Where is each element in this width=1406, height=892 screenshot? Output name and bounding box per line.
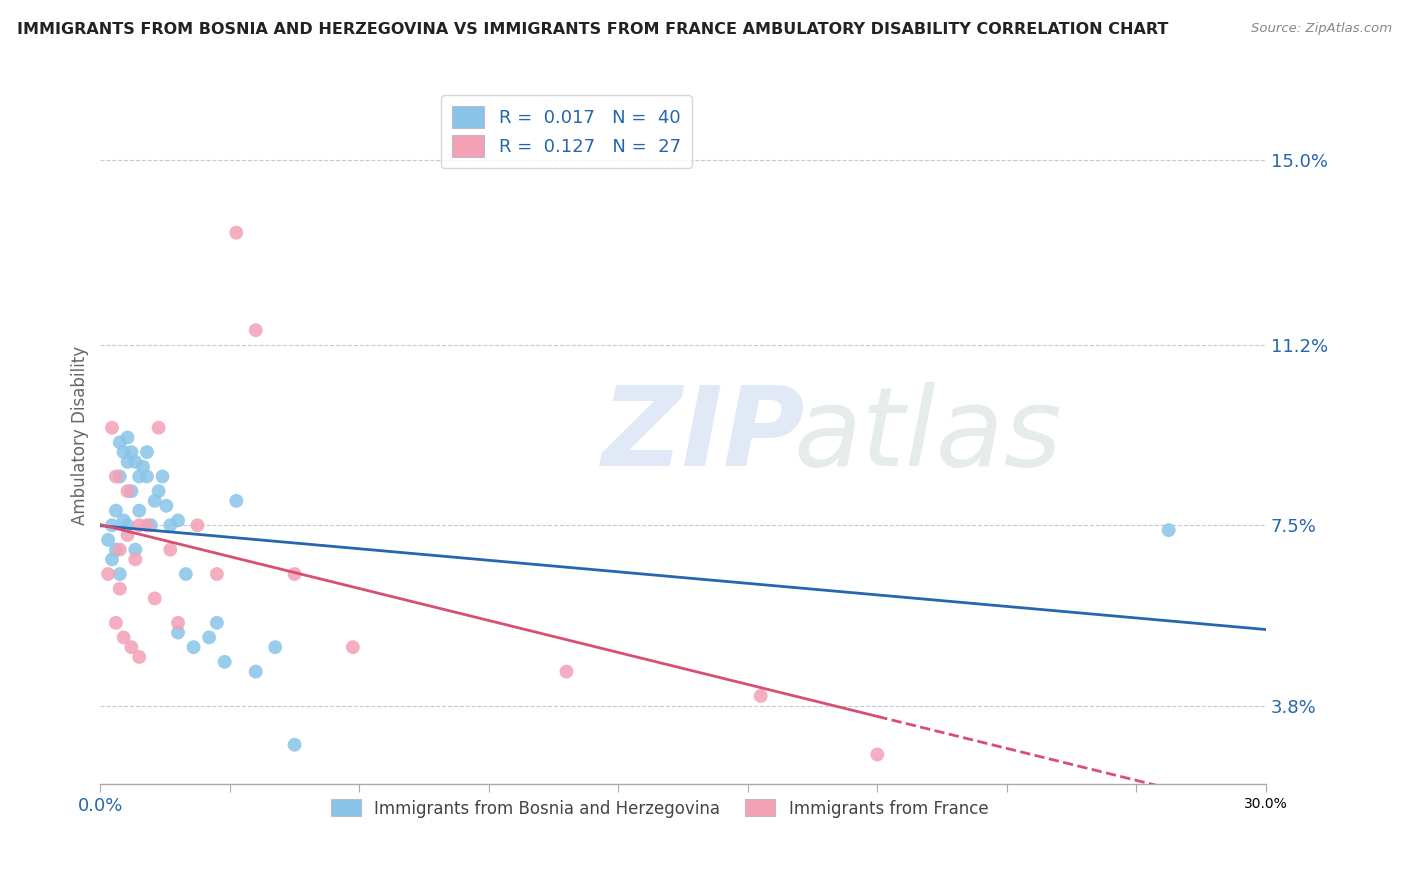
Point [245, 665, 267, 679]
Point [104, 503, 127, 517]
Point [101, 421, 124, 435]
Point [342, 640, 364, 655]
Point [749, 689, 772, 703]
Point [186, 518, 208, 533]
Point [104, 469, 127, 483]
Point [128, 649, 150, 664]
Point [117, 484, 139, 499]
Point [174, 567, 197, 582]
Point [264, 640, 287, 655]
Point [225, 226, 247, 240]
Point [117, 430, 139, 444]
Point [101, 552, 124, 566]
Point [108, 567, 131, 582]
Point [136, 445, 159, 459]
Point [143, 591, 166, 606]
Point [225, 494, 247, 508]
Point [120, 445, 142, 459]
Y-axis label: Ambulatory Disability: Ambulatory Disability [72, 345, 89, 524]
Text: Source: ZipAtlas.com: Source: ZipAtlas.com [1251, 22, 1392, 36]
Point [214, 655, 236, 669]
Point [152, 469, 174, 483]
Point [866, 747, 889, 762]
Point [124, 455, 146, 469]
Point [112, 631, 135, 645]
Point [167, 615, 190, 630]
Point [117, 528, 139, 542]
Point [555, 665, 578, 679]
Point [205, 615, 228, 630]
Point [101, 518, 124, 533]
Point [245, 323, 267, 337]
Point [97, 533, 120, 547]
Point [128, 518, 150, 533]
Point [112, 445, 135, 459]
Point [104, 542, 127, 557]
Point [284, 738, 307, 752]
Point [117, 455, 139, 469]
Point [284, 567, 307, 582]
Text: IMMIGRANTS FROM BOSNIA AND HERZEGOVINA VS IMMIGRANTS FROM FRANCE AMBULATORY DISA: IMMIGRANTS FROM BOSNIA AND HERZEGOVINA V… [17, 22, 1168, 37]
Point [128, 469, 150, 483]
Point [148, 421, 170, 435]
Point [205, 567, 228, 582]
Point [120, 484, 142, 499]
Point [159, 542, 181, 557]
Point [143, 494, 166, 508]
Point [124, 542, 146, 557]
Point [167, 625, 190, 640]
Point [198, 631, 221, 645]
Point [112, 513, 135, 527]
Point [124, 552, 146, 566]
Point [108, 435, 131, 450]
Point [120, 640, 142, 655]
Point [108, 542, 131, 557]
Point [108, 582, 131, 596]
Point [167, 513, 190, 527]
Text: ZIP: ZIP [602, 382, 806, 489]
Point [108, 469, 131, 483]
Text: atlas: atlas [794, 382, 1063, 489]
Point [132, 459, 155, 474]
Point [136, 518, 159, 533]
Point [136, 469, 159, 483]
Point [183, 640, 205, 655]
Point [159, 518, 181, 533]
Point [97, 567, 120, 582]
Point [155, 499, 177, 513]
Point [139, 518, 162, 533]
Legend: Immigrants from Bosnia and Herzegovina, Immigrants from France: Immigrants from Bosnia and Herzegovina, … [325, 793, 995, 824]
Point [128, 503, 150, 517]
Point [104, 615, 127, 630]
Point [1157, 523, 1180, 537]
Point [148, 484, 170, 499]
Point [117, 518, 139, 533]
